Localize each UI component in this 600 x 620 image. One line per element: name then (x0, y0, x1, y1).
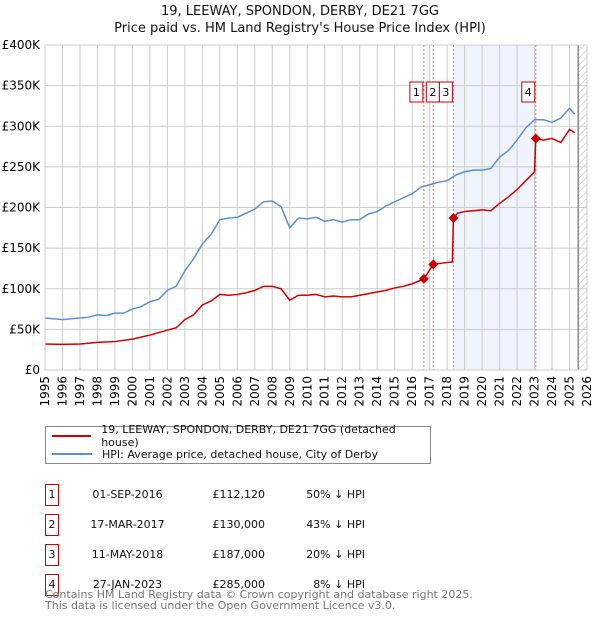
y-tick-label: £0 (25, 363, 40, 377)
sale-point (428, 259, 439, 270)
table-row: 2 17-MAR-2017 £130,000 43% ↓ HPI (45, 514, 545, 536)
x-tick-label: 2022 (510, 376, 524, 407)
sale-price: £187,000 (212, 548, 266, 561)
x-tick-label: 2025 (563, 376, 577, 407)
x-tick-label: 2011 (318, 376, 332, 407)
sale-price: £130,000 (212, 518, 266, 531)
x-tick-label: 2005 (213, 376, 227, 407)
sale-hpi-diff: 50% ↓ HPI (306, 488, 365, 501)
sale-date: 17-MAR-2017 (90, 518, 165, 531)
sale-point (448, 213, 459, 224)
x-tick-label: 1995 (38, 376, 52, 407)
x-tick-label: 2018 (440, 376, 454, 407)
sale-marker-number: 2 (45, 514, 59, 536)
sale-hpi-diff: 43% ↓ HPI (306, 518, 365, 531)
y-tick-label: £350K (2, 79, 42, 93)
y-tick-label: £200K (2, 201, 42, 215)
legend-item-property: 19, LEEWAY, SPONDON, DERBY, DE21 7GG (de… (52, 423, 430, 449)
footer: Contains HM Land Registry data © Crown c… (45, 589, 473, 611)
hpi-line (44, 107, 576, 321)
x-tick-label: 2016 (405, 376, 419, 407)
sale-date: 01-SEP-2016 (92, 488, 163, 501)
x-tick-label: 2014 (370, 376, 384, 407)
sale-marker-label: 3 (442, 86, 449, 99)
sale-marker-number: 4 (45, 574, 59, 596)
x-tick-label: 1996 (55, 376, 69, 407)
table-row: 4 27-JAN-2023 £285,000 8% ↓ HPI (45, 574, 545, 596)
sale-date: 11-MAY-2018 (91, 548, 164, 561)
x-tick-label: 2003 (178, 376, 192, 407)
legend: 19, LEEWAY, SPONDON, DERBY, DE21 7GG (de… (45, 423, 431, 464)
sale-point (418, 273, 429, 284)
price-chart: 1995 1996 1997 1998 1999 2000 2001 2002 2003 2004… (2, 38, 594, 407)
legend-item-hpi: HPI: Average price, detached house, City… (52, 446, 378, 462)
table-row: 1 01-SEP-2016 £112,120 50% ↓ HPI (45, 484, 545, 506)
y-tick-label: £250K (2, 160, 42, 174)
x-tick-label: 1999 (108, 376, 122, 407)
footer-line: Contains HM Land Registry data © Crown c… (45, 588, 473, 601)
chart-subtitle: Price paid vs. HM Land Registry's House … (114, 21, 486, 36)
red-line-swatch (52, 435, 92, 437)
x-tick-label: 2010 (300, 376, 314, 407)
x-tick-label: 2024 (545, 376, 559, 407)
chart-title: 19, LEEWAY, SPONDON, DERBY, DE21 7GG (161, 4, 439, 19)
footer-line: This data is licensed under the Open Gov… (45, 599, 396, 612)
sale-marker-box (521, 81, 536, 103)
x-tick-label: 2019 (458, 376, 472, 407)
x-tick-label: 2013 (353, 376, 367, 407)
x-tick-label: 2026 (580, 376, 594, 407)
plot-frame (44, 44, 588, 371)
sale-point (530, 133, 541, 144)
x-tick-label: 2020 (475, 376, 489, 407)
x-tick-label: 2021 (493, 376, 507, 407)
y-tick-label: £50K (9, 322, 41, 336)
legend-label: 19, LEEWAY, SPONDON, DERBY, DE21 7GG (de… (101, 423, 396, 449)
x-tick-label: 2008 (265, 376, 279, 407)
x-tick-label: 1998 (90, 376, 104, 407)
x-tick-label: 2009 (283, 376, 297, 407)
property-price-line (44, 128, 576, 346)
x-tick-label: 2001 (143, 376, 157, 407)
x-tick-label: 1997 (73, 376, 87, 407)
x-tick-label: 2023 (528, 376, 542, 407)
table-row: 3 11-MAY-2018 £187,000 20% ↓ HPI (45, 544, 545, 566)
legend-label: HPI: Average price, detached house, City… (102, 447, 379, 461)
x-tick-label: 2000 (125, 376, 139, 407)
x-tick-label: 2012 (335, 376, 349, 407)
sale-price: £285,000 (212, 578, 266, 591)
sale-marker-label: 2 (429, 86, 436, 99)
x-tick-label: 2007 (248, 376, 262, 407)
sale-hpi-diff: 8% ↓ HPI (313, 578, 365, 591)
x-tick-label: 2015 (388, 376, 402, 407)
sale-price: £112,120 (212, 488, 266, 501)
y-tick-label: £400K (2, 38, 42, 52)
sale-date: 27-JAN-2023 (92, 578, 163, 591)
x-tick-label: 2004 (195, 376, 209, 407)
sale-marker-label: 1 (413, 86, 420, 99)
blue-line-swatch (52, 453, 92, 455)
y-tick-label: £300K (2, 119, 42, 133)
sale-marker-label: 4 (525, 86, 532, 99)
y-tick-label: £150K (2, 241, 42, 255)
sale-marker-box (438, 81, 453, 103)
sale-marker-number: 3 (45, 544, 59, 566)
sale-hpi-diff: 20% ↓ HPI (306, 548, 365, 561)
sale-marker-number: 1 (45, 484, 59, 506)
x-tick-label: 2017 (423, 376, 437, 407)
y-tick-label: £100K (2, 282, 42, 296)
x-tick-label: 2006 (230, 376, 244, 407)
x-tick-label: 2002 (160, 376, 174, 407)
sale-marker-box (409, 81, 424, 103)
